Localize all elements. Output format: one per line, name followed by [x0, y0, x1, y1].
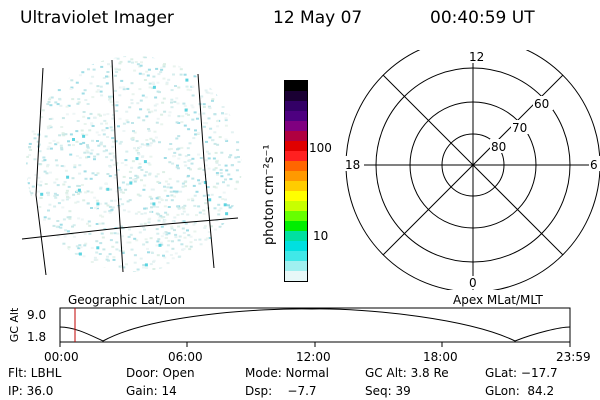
- time-tick-3: 18:00: [423, 350, 458, 364]
- lat-label-80: 80: [491, 140, 506, 154]
- time-tick-1: 06:00: [168, 350, 203, 364]
- colorbar-stripe: [285, 161, 307, 171]
- colorbar-stripe: [285, 181, 307, 191]
- lat-label-70: 70: [512, 121, 527, 135]
- colorbar-stripe: [285, 201, 307, 211]
- colorbar-unit-label: photon cm⁻²s⁻¹: [262, 144, 277, 245]
- colorbar-stripe: [285, 271, 307, 281]
- footer-ip: IP: 36.0: [8, 384, 54, 398]
- colorbar-stripe: [285, 141, 307, 151]
- footer-dsp: Dsp: −7.7: [245, 384, 317, 398]
- apex-label: Apex MLat/MLT: [453, 293, 543, 307]
- time-tick-4: 23:59: [556, 350, 591, 364]
- footer-gain: Gain: 14: [126, 384, 177, 398]
- colorbar-tick-100: 100: [309, 141, 332, 155]
- colorbar-stripe: [285, 251, 307, 261]
- footer-gc-alt: GC Alt: 3.8 Re: [365, 366, 449, 380]
- colorbar-stripe: [285, 91, 307, 101]
- colorbar-stripe: [285, 211, 307, 221]
- colorbar-tick-10: 10: [313, 229, 329, 243]
- footer-door: Door: Open: [126, 366, 195, 380]
- imager-disk: [21, 56, 242, 276]
- alt-max-label: 9.0: [27, 308, 46, 322]
- footer-mode: Mode: Normal: [245, 366, 329, 380]
- time-label: 00:40:59 UT: [430, 8, 535, 28]
- geo-grid: [21, 59, 239, 276]
- colorbar-stripe: [285, 151, 307, 161]
- mlt-label-0: 0: [469, 276, 477, 290]
- colorbar-stripe: [285, 131, 307, 141]
- colorbar-stripe: [285, 241, 307, 251]
- lat-label-60: 60: [534, 97, 549, 111]
- alt-min-label: 1.8: [27, 330, 46, 344]
- date-label: 12 May 07: [273, 8, 363, 28]
- footer-glat: GLat: −17.7: [485, 366, 558, 380]
- gc-alt-axis-label: GC Alt: [8, 307, 21, 342]
- polar-plot: 12 18 6 0 60 70 80: [344, 50, 600, 290]
- colorbar-stripe: [285, 221, 307, 231]
- colorbar-stripe: [285, 261, 307, 271]
- time-tick-2: 12:00: [296, 350, 331, 364]
- instrument-title: Ultraviolet Imager: [20, 8, 174, 28]
- altitude-timeline: 9.0 1.8 00:00 06:00 12:00 18:00 23:59 GC…: [8, 307, 591, 364]
- colorbar-stripe: [285, 101, 307, 111]
- color-scale-bar: [284, 80, 308, 282]
- colorbar-stripe: [285, 111, 307, 121]
- colorbar-stripe: [285, 81, 307, 91]
- geographic-label: Geographic Lat/Lon: [68, 293, 186, 307]
- time-tick-0: 00:00: [44, 350, 79, 364]
- footer-glon: GLon: 84.2: [485, 384, 555, 398]
- mlt-label-6: 6: [590, 158, 598, 172]
- colorbar-stripe: [285, 191, 307, 201]
- footer-seq: Seq: 39: [365, 384, 411, 398]
- mlt-label-12: 12: [469, 50, 484, 64]
- colorbar-stripe: [285, 171, 307, 181]
- colorbar-stripe: [285, 231, 307, 241]
- mlt-label-18: 18: [345, 158, 360, 172]
- colorbar-stripe: [285, 121, 307, 131]
- footer-filter: Flt: LBHL: [8, 366, 62, 380]
